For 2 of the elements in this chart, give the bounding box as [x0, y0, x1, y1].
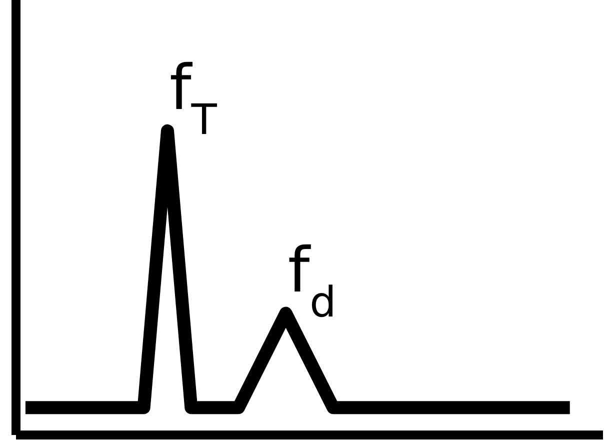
annotation: f$_{T}$ [169, 50, 218, 144]
annotation: f$_{d}$ [288, 233, 336, 326]
